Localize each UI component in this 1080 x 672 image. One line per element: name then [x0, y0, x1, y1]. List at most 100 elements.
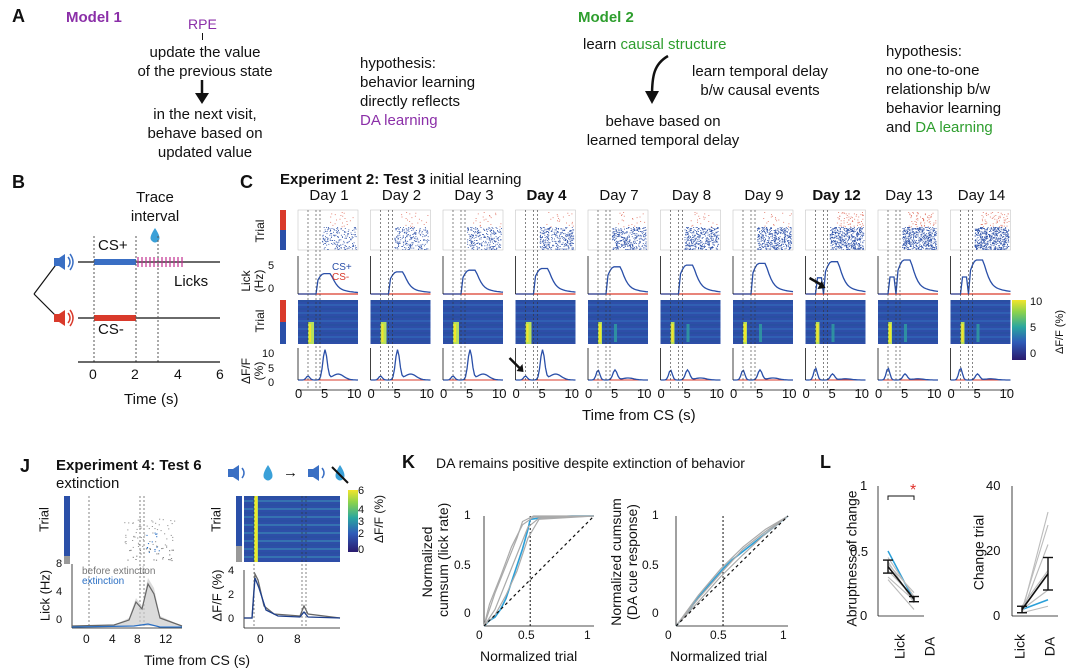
lick-dot — [418, 248, 420, 250]
lick-dot — [935, 222, 937, 224]
lick-dot — [634, 225, 636, 227]
lick-dot — [475, 234, 477, 236]
lick-dot — [836, 242, 838, 244]
lick-dot — [1000, 237, 1002, 239]
lick-dot — [775, 238, 776, 240]
lick-dot — [490, 232, 492, 234]
lick-dot — [921, 247, 923, 248]
lick-dot — [996, 249, 998, 250]
lick-dot — [399, 241, 401, 243]
colorbar-j-4: 4 — [358, 504, 365, 516]
heatmap-row — [298, 332, 358, 334]
lick-dot — [771, 234, 773, 235]
lick-dot — [635, 234, 637, 236]
lick-dot — [912, 234, 914, 235]
lick-dot — [925, 246, 927, 247]
lick-dot — [632, 231, 634, 232]
j-lick-dot — [156, 529, 159, 531]
lick-dot — [1005, 218, 1007, 220]
lick-dot — [707, 242, 709, 244]
heatmap-row — [443, 336, 503, 338]
lick-dot — [489, 243, 491, 245]
lick-dot — [613, 232, 615, 234]
lick-dot — [638, 231, 640, 232]
lick-dot — [902, 232, 904, 234]
lick-dot — [570, 230, 572, 231]
lick-dot — [566, 235, 568, 237]
model2-learn-causal: causal structure — [620, 36, 727, 53]
lick-dot — [929, 248, 931, 250]
lick-dot — [405, 240, 406, 241]
lick-dot — [906, 237, 907, 239]
lick-dot — [985, 234, 987, 235]
lick-dot — [834, 237, 836, 238]
j-lick-dot — [142, 545, 144, 547]
lick-dot — [499, 247, 501, 248]
lick-dot — [928, 245, 930, 247]
j-lick-dot — [151, 526, 153, 527]
lick-dot — [571, 242, 573, 244]
lick-dot — [423, 235, 425, 237]
lick-dot — [487, 234, 489, 235]
lick-dot — [837, 217, 839, 219]
lick-dot — [690, 228, 692, 229]
lick-dot — [345, 237, 347, 239]
lick-dot — [708, 238, 710, 240]
lick-dot — [685, 232, 687, 234]
lick-dot — [495, 232, 497, 234]
j-lick-dot — [146, 525, 148, 527]
lick-dot — [634, 240, 636, 242]
panel-label-l: L — [820, 452, 831, 472]
lick-dot — [340, 234, 342, 236]
lick-dot — [993, 237, 994, 238]
lick-dot — [549, 228, 550, 229]
lick-dot — [931, 240, 932, 241]
lick-dot — [349, 237, 350, 238]
lick-dot — [355, 228, 357, 230]
j-lick-dot — [164, 544, 166, 546]
lick-dot — [1005, 237, 1006, 239]
lick-dot — [769, 229, 771, 231]
heatmap-reward-response — [904, 324, 907, 342]
lick-dot — [394, 247, 396, 248]
j-xtick-0: 0 — [83, 632, 90, 646]
lick-dot — [488, 239, 490, 241]
lick-dot — [995, 242, 997, 244]
panel-label-j: J — [20, 456, 31, 476]
lick-dot — [491, 241, 493, 243]
lick-dot — [978, 231, 980, 233]
lick-dot — [405, 241, 407, 243]
lick-dot — [639, 247, 641, 249]
lick-dot — [932, 249, 934, 250]
lick-dot — [926, 244, 928, 246]
lick-dot — [905, 245, 907, 247]
lick-dot — [572, 231, 574, 233]
lick-dot — [789, 248, 790, 250]
lick-dot — [771, 243, 773, 245]
lick-dot — [904, 237, 906, 239]
lick-dot — [842, 232, 844, 234]
lick-dot — [475, 237, 477, 238]
lick-dot — [467, 228, 469, 229]
j-heatmap-row — [244, 532, 340, 534]
lick-dot — [560, 228, 562, 229]
lick-dot — [710, 234, 712, 236]
lick-dot — [708, 239, 710, 241]
lick-dot — [427, 231, 429, 233]
lick-dot — [997, 249, 999, 250]
lick-dot — [980, 234, 982, 235]
lick-dot — [686, 247, 688, 249]
lick-dot — [420, 247, 422, 248]
lick-dot — [924, 235, 925, 237]
heatmap-row — [515, 324, 576, 326]
lick-dot — [929, 240, 931, 241]
j-heat-strip-gray — [236, 546, 242, 562]
lick-dot — [559, 240, 561, 241]
lick-dot — [337, 245, 339, 247]
lick-dot — [632, 247, 634, 249]
lick-dot — [707, 240, 709, 242]
lick-dot — [633, 233, 635, 235]
lick-dot — [846, 248, 848, 250]
lick-dot — [924, 237, 926, 239]
lick-dot — [769, 243, 770, 244]
